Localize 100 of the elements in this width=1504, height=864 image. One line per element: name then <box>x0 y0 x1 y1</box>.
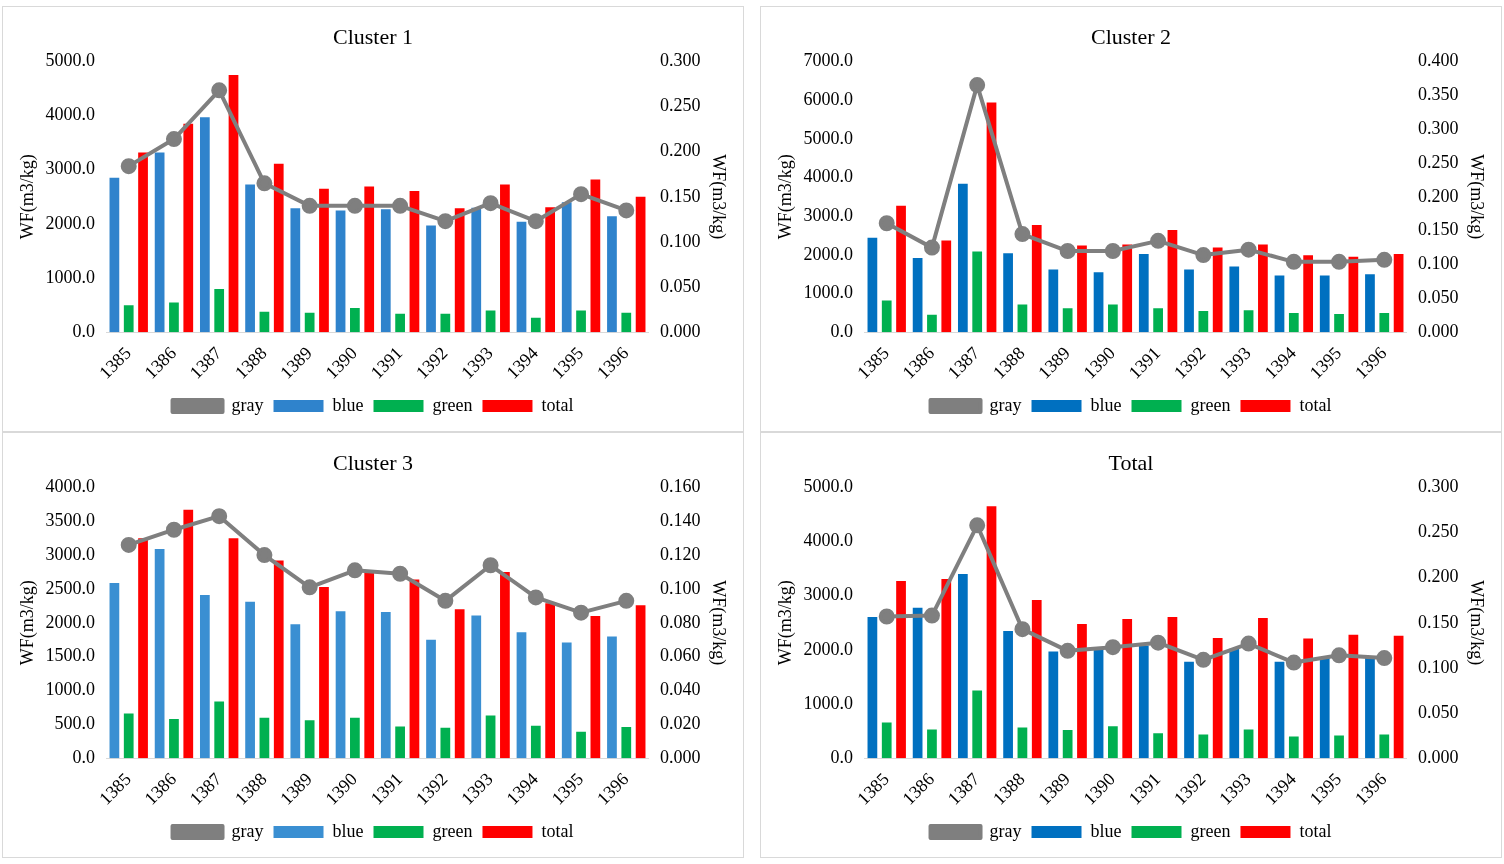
bar <box>621 727 632 759</box>
chart-title: Cluster 1 <box>332 23 414 49</box>
y-tick-label: 3000.0 <box>803 584 854 605</box>
bar <box>485 715 496 759</box>
bar <box>1212 638 1223 759</box>
bar <box>1062 308 1073 333</box>
bar <box>1138 254 1149 333</box>
bar <box>1365 274 1375 333</box>
point <box>1331 253 1348 270</box>
y2-tick-label: 0.250 <box>1417 151 1459 172</box>
bar <box>1288 312 1299 333</box>
bar <box>364 186 375 333</box>
bar <box>454 609 465 759</box>
bar <box>1003 630 1013 759</box>
bar <box>1153 733 1163 759</box>
y2-tick-label: 0.020 <box>659 713 701 734</box>
point <box>256 547 273 564</box>
bar <box>1319 275 1330 333</box>
point <box>1240 241 1257 258</box>
bar <box>927 314 937 333</box>
bar <box>912 257 923 333</box>
bar <box>1379 734 1390 759</box>
point <box>527 589 544 606</box>
chart-title: Total <box>1108 449 1154 475</box>
point <box>1240 635 1257 652</box>
bar <box>426 639 436 759</box>
point <box>878 608 895 625</box>
bar <box>214 701 225 759</box>
y-tick-label: 4000.0 <box>803 166 854 187</box>
bar <box>364 572 375 759</box>
legend-label: gray <box>989 820 1022 841</box>
legend-label: green <box>1190 394 1231 415</box>
bar <box>927 729 937 759</box>
bar <box>576 731 586 759</box>
bar <box>335 611 346 759</box>
bar <box>867 616 878 759</box>
bar <box>867 237 878 333</box>
y2-axis-title: WF(m3/kg) <box>1466 154 1488 240</box>
point <box>1285 253 1302 270</box>
y-tick-label: 3000.0 <box>45 543 96 564</box>
legend-label: total <box>541 394 574 415</box>
bar <box>380 612 391 759</box>
point <box>392 565 409 582</box>
y-tick-label: 2000.0 <box>803 243 854 264</box>
legend-label: green <box>1190 820 1231 841</box>
y-axis-title: WF(m3/kg) <box>774 154 796 240</box>
y-tick-label: 1000.0 <box>803 692 854 713</box>
legend-label: green <box>432 820 473 841</box>
bar <box>259 717 270 759</box>
point <box>120 536 137 553</box>
point <box>618 202 635 219</box>
point <box>1150 634 1167 651</box>
y2-tick-label: 0.000 <box>659 321 701 342</box>
bar <box>1288 736 1299 759</box>
bar <box>273 163 284 333</box>
bar <box>380 209 391 333</box>
y2-tick-label: 0.300 <box>659 50 701 71</box>
bar <box>109 177 120 333</box>
bar <box>635 605 646 759</box>
bar <box>1062 730 1073 759</box>
bar <box>516 221 527 333</box>
bar <box>1093 272 1104 333</box>
bar <box>1229 648 1240 759</box>
y-tick-label: 1000.0 <box>45 266 96 287</box>
point <box>1150 232 1167 249</box>
bar <box>1303 255 1314 333</box>
y-tick-label: 1000.0 <box>803 282 854 303</box>
bar <box>290 208 301 333</box>
y-tick-label: 0.0 <box>830 747 854 768</box>
bar <box>972 251 983 333</box>
bar <box>1108 304 1118 333</box>
bar <box>335 210 346 333</box>
bar <box>500 572 510 759</box>
y2-axis-title: WF(m3/kg) <box>708 154 730 240</box>
point <box>211 508 228 525</box>
point <box>923 239 940 256</box>
bar <box>1077 623 1087 759</box>
bar <box>1093 648 1104 759</box>
bar <box>1138 645 1149 759</box>
chart-title: Cluster 2 <box>1090 23 1172 49</box>
bar <box>530 725 541 759</box>
bar <box>1077 245 1087 333</box>
chart-title: Cluster 3 <box>332 449 414 475</box>
y2-tick-label: 0.150 <box>659 185 701 206</box>
point <box>301 197 318 214</box>
y-tick-label: 3000.0 <box>803 204 854 225</box>
bar <box>896 205 906 333</box>
bar <box>896 581 906 759</box>
bar <box>395 313 405 333</box>
bar <box>319 188 329 333</box>
y-tick-label: 2000.0 <box>803 638 854 659</box>
bar <box>1031 225 1042 333</box>
point <box>437 213 454 230</box>
bar <box>245 184 255 333</box>
y2-tick-label: 0.300 <box>1417 117 1459 138</box>
legend-label: gray <box>989 394 1022 415</box>
legend-label: blue <box>1090 394 1122 415</box>
bar <box>440 313 451 333</box>
y2-tick-label: 0.100 <box>659 230 701 251</box>
bar <box>941 578 952 759</box>
